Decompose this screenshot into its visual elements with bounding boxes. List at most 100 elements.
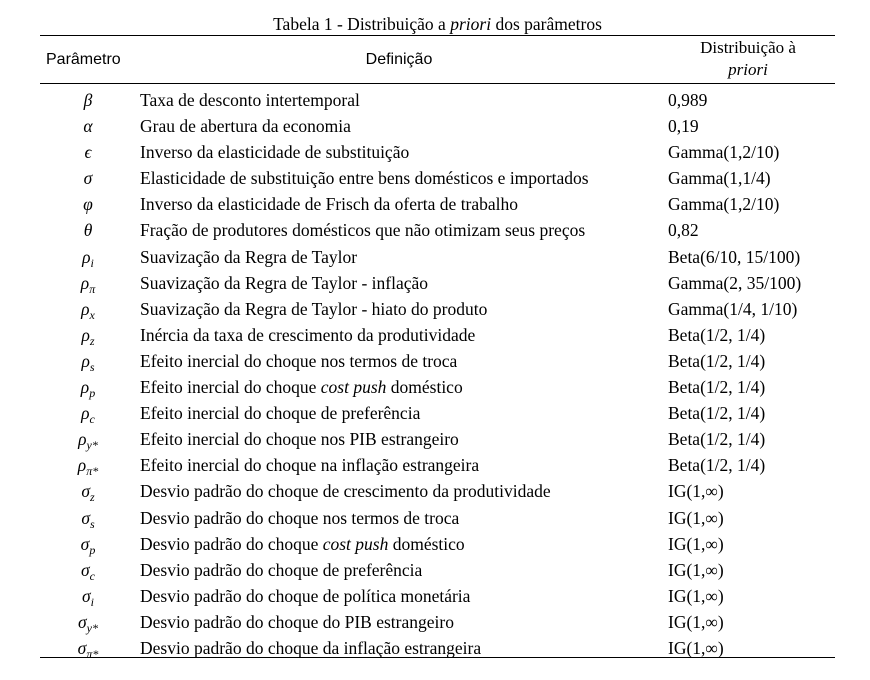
table-row: ρp Efeito inercial do choque cost push do… — [0, 374, 870, 400]
param-definition: Elasticidade de substituição entre bens … — [140, 168, 589, 189]
header-rule — [40, 83, 835, 84]
param-symbol-subscript: c — [89, 568, 95, 583]
table-row: ρz Inércia da taxa de crescimento da prod… — [0, 322, 870, 348]
param-symbol: ρi — [60, 246, 116, 274]
table-row: σc Desvio padrão do choque de preferência… — [0, 557, 870, 583]
param-symbol: σi — [60, 585, 116, 613]
table-body: β Taxa de desconto intertemporal 0,989 α Gra… — [0, 87, 870, 661]
param-symbol: ρπ* — [60, 454, 116, 482]
top-rule — [40, 35, 835, 36]
param-symbol: σπ* — [60, 637, 116, 665]
table-row: ρπ Suavização da Regra de Taylor - inflaç… — [0, 270, 870, 296]
param-symbol-base: φ — [83, 194, 93, 215]
param-definition: Suavização da Regra de Taylor - hiato do… — [140, 298, 488, 319]
table-row: ρi Suavização da Regra de Taylor Beta(6/10… — [0, 244, 870, 270]
param-prior-distribution: Beta(1/2, 1/4) — [668, 324, 766, 345]
param-symbol-base: σ — [81, 559, 90, 580]
param-symbol: ρx — [60, 298, 116, 326]
param-definition: Efeito inercial do choque na inflação es… — [140, 455, 480, 476]
param-symbol: σz — [60, 480, 116, 508]
param-symbol: ρz — [60, 324, 116, 352]
param-symbol-base: σ — [83, 168, 93, 189]
table-row: ρc Efeito inercial do choque de preferênc… — [0, 400, 870, 426]
param-symbol: ρπ — [60, 272, 116, 300]
table-row: σz Desvio padrão do choque de crescimento… — [0, 478, 870, 504]
table-row: ρx Suavização da Regra de Taylor - hiato … — [0, 296, 870, 322]
param-prior-distribution: IG(1,∞) — [668, 481, 724, 502]
param-definition: Grau de abertura da economia — [140, 116, 351, 137]
param-symbol-subscript: π* — [86, 464, 99, 479]
param-prior-distribution: Gamma(1,2/10) — [668, 142, 780, 163]
title-italic: priori — [450, 14, 492, 34]
param-prior-distribution: Beta(1/2, 1/4) — [668, 377, 766, 398]
param-symbol-subscript: y* — [86, 620, 98, 635]
param-definition: Desvio padrão do choque nos termos de tr… — [140, 507, 460, 528]
param-prior-distribution: Beta(1/2, 1/4) — [668, 350, 766, 371]
param-prior-distribution: Gamma(1/4, 1/10) — [668, 298, 798, 319]
param-symbol-subscript: π* — [86, 646, 99, 661]
param-prior-distribution: IG(1,∞) — [668, 507, 724, 528]
param-symbol-base: ρ — [78, 429, 87, 450]
param-definition: Inverso da elasticidade de substituição — [140, 142, 410, 163]
table-row: σi Desvio padrão do choque de política mo… — [0, 583, 870, 609]
param-symbol: α — [60, 115, 116, 137]
param-definition: Desvio padrão do choque de política mone… — [140, 585, 471, 606]
header-distribution-line1: Distribuição à — [700, 38, 796, 57]
table-row: σp Desvio padrão do choque cost push domé… — [0, 531, 870, 557]
param-definition: Inércia da taxa de crescimento da produt… — [140, 324, 476, 345]
param-definition: Desvio padrão do choque de preferência — [140, 559, 423, 580]
param-symbol-subscript: π — [89, 281, 96, 296]
table-row: ρs Efeito inercial do choque nos termos d… — [0, 348, 870, 374]
param-symbol-base: ρ — [81, 350, 90, 371]
param-definition: Efeito inercial do choque cost push domé… — [140, 377, 463, 398]
param-symbol-base: ρ — [82, 246, 91, 267]
table-row: ρy* Efeito inercial do choque nos PIB est… — [0, 426, 870, 452]
param-symbol-subscript: z — [89, 333, 95, 348]
title-prefix: Tabela 1 - Distribuição a — [273, 14, 451, 34]
table-row: θ Fração de produtores domésticos que não… — [0, 217, 870, 243]
param-symbol-base: θ — [83, 220, 93, 241]
param-symbol: ϵ — [60, 141, 116, 163]
param-symbol: σp — [60, 533, 116, 561]
param-symbol-subscript: z — [89, 490, 95, 505]
param-symbol-base: α — [83, 116, 93, 137]
param-definition: Efeito inercial do choque nos PIB estran… — [140, 429, 459, 450]
param-prior-distribution: IG(1,∞) — [668, 559, 724, 580]
table-row: ϵ Inverso da elasticidade de substituição… — [0, 139, 870, 165]
table-row: σy* Desvio padrão do choque do PIB estran… — [0, 609, 870, 635]
param-symbol-subscript: c — [89, 412, 95, 427]
param-symbol-base: σ — [78, 611, 87, 632]
param-symbol-subscript: i — [90, 255, 94, 270]
param-symbol-subscript: x — [89, 307, 95, 322]
param-prior-distribution: IG(1,∞) — [668, 585, 724, 606]
header-param: Parâmetro — [46, 51, 121, 68]
table-row: ρπ* Efeito inercial do choque na inflação… — [0, 452, 870, 478]
table-title: Tabela 1 - Distribuição a priori dos par… — [40, 14, 835, 34]
param-symbol-base: ρ — [80, 377, 90, 398]
param-symbol: ρy* — [60, 428, 116, 456]
table-row: σ Elasticidade de substituição entre bens… — [0, 165, 870, 191]
param-symbol-subscript: p — [89, 542, 96, 557]
param-prior-distribution: IG(1,∞) — [668, 533, 724, 554]
param-symbol: σy* — [60, 611, 116, 639]
param-prior-distribution: IG(1,∞) — [668, 637, 724, 658]
param-symbol-base: ρ — [81, 403, 90, 424]
param-prior-distribution: Gamma(1,2/10) — [668, 194, 780, 215]
param-symbol-base: σ — [80, 533, 90, 554]
param-symbol-base: ρ — [81, 298, 90, 319]
param-symbol-base: ρ — [80, 272, 90, 293]
param-symbol: σs — [60, 507, 116, 535]
param-definition: Inverso da elasticidade de Frisch da ofe… — [140, 194, 519, 215]
param-definition: Efeito inercial do choque nos termos de … — [140, 350, 458, 371]
param-prior-distribution: 0,82 — [668, 220, 699, 241]
param-prior-distribution: Gamma(1,1/4) — [668, 168, 771, 189]
param-prior-distribution: 0,989 — [668, 90, 708, 110]
param-symbol: ρp — [60, 376, 116, 404]
param-prior-distribution: IG(1,∞) — [668, 611, 724, 632]
table-row: σs Desvio padrão do choque nos termos de … — [0, 505, 870, 531]
title-suffix: dos parâmetros — [491, 14, 602, 34]
table-row: α Grau de abertura da economia 0,19 — [0, 113, 870, 139]
param-definition: Suavização da Regra de Taylor - inflação — [140, 272, 429, 293]
param-symbol: ρs — [60, 350, 116, 378]
param-definition: Desvio padrão do choque de crescimento d… — [140, 481, 551, 502]
